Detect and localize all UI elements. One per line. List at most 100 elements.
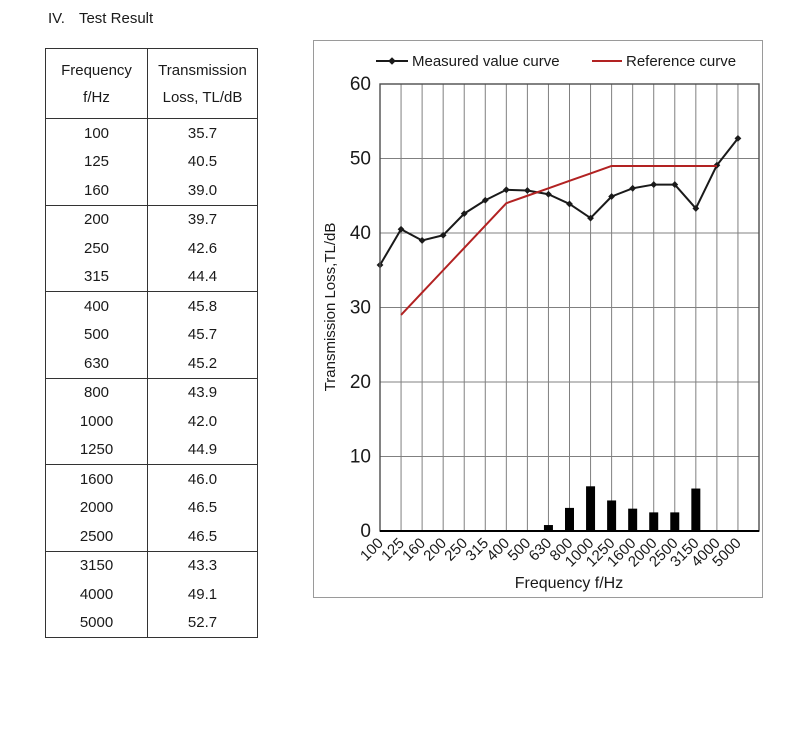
measured-point-marker — [502, 186, 510, 194]
transmission-loss-cell: 35.7 — [187, 124, 218, 142]
table-row: 250 42.6 — [45, 234, 258, 263]
frequency-cell: 160 — [45, 176, 148, 206]
transmission-loss-cell: 40.5 — [187, 153, 218, 171]
table-row: 125 40.5 — [45, 147, 258, 176]
transmission-loss-cell: 42.6 — [187, 239, 218, 257]
transmission-loss-cell: 46.0 — [187, 470, 218, 488]
measured-legend-label: Measured value curve — [412, 53, 560, 70]
table-row: 1250 44.9 — [45, 435, 258, 465]
measured-point-marker — [566, 200, 573, 208]
reference-legend-label: Reference curve — [626, 53, 736, 70]
frequency-cell: 1000 — [45, 407, 148, 436]
deviation-bar — [565, 507, 574, 531]
frequency-cell: 4000 — [45, 580, 148, 609]
transmission-loss-cell: 45.7 — [187, 326, 218, 344]
frequency-cell: 630 — [45, 349, 148, 379]
transmission-loss-cell: 39.7 — [187, 211, 218, 229]
frequency-cell: 5000 — [45, 608, 148, 638]
y-tick-label: 40 — [350, 223, 371, 244]
frequency-cell: 2500 — [45, 522, 148, 552]
frequency-cell: 200 — [45, 205, 148, 234]
table-row: 2000 46.5 — [45, 493, 258, 522]
y-tick-label: 60 — [350, 74, 371, 95]
table-row: 800 43.9 — [45, 378, 258, 407]
measured-point-marker — [460, 210, 468, 218]
frequency-cell: 2000 — [45, 493, 148, 522]
frequency-cell: 1600 — [45, 464, 148, 494]
chart-panel: Measured value curve Reference curve 0 10… — [313, 40, 763, 598]
frequency-cell: 315 — [45, 262, 148, 292]
reference-curve — [400, 164, 717, 316]
table-row: 5000 52.7 — [45, 608, 258, 638]
section-title-text: Test Result — [78, 10, 154, 27]
results-table: Frequency f/Hz Transmission Loss, TL/dB … — [45, 48, 258, 638]
table-row: 4000 49.1 — [45, 580, 258, 609]
deviation-bar — [607, 500, 617, 531]
results-table-container: Frequency f/Hz Transmission Loss, TL/dB … — [45, 48, 258, 638]
transmission-loss-cell: 43.9 — [187, 384, 218, 402]
table-row: 1600 46.0 — [45, 464, 258, 494]
deviation-bar — [691, 488, 701, 531]
table-header-row: Frequency f/Hz Transmission Loss, TL/dB — [45, 48, 258, 119]
frequency-cell: 400 — [45, 291, 148, 321]
deviation-bar — [586, 486, 596, 531]
frequency-cell: 3150 — [45, 551, 148, 580]
table-row: 315 44.4 — [45, 262, 258, 292]
transmission-loss-cell: 45.8 — [187, 297, 218, 315]
measured-curve — [379, 137, 739, 266]
y-tick-label: 10 — [350, 447, 371, 468]
measured-point-marker — [545, 190, 552, 198]
section-title: IV. Test Result — [48, 10, 153, 27]
measured-point-marker — [650, 181, 658, 188]
transmission-loss-cell: 44.4 — [147, 262, 258, 292]
frequency-cell: 250 — [45, 234, 148, 263]
transmission-loss-cell: 52.7 — [187, 614, 218, 632]
measured-point-marker — [481, 196, 489, 204]
measured-point-marker — [692, 205, 700, 212]
table-row: 2500 46.5 — [45, 522, 258, 552]
y-tick-label: 0 — [360, 521, 371, 542]
measured-point-marker — [629, 184, 637, 192]
table-row: 100 35.7 — [45, 118, 258, 148]
transmission-loss-cell: 46.5 — [147, 522, 258, 552]
frequency-cell: 100 — [45, 118, 148, 148]
table-row: 630 45.2 — [45, 349, 258, 379]
deviation-bar — [649, 512, 659, 531]
y-tick-label: 20 — [350, 372, 371, 393]
frequency-column-header: Frequency f/Hz — [45, 48, 148, 119]
measured-legend-marker-icon — [388, 57, 396, 65]
table-row: 1000 42.0 — [45, 407, 258, 436]
frequency-cell: 500 — [45, 320, 148, 349]
measured-point-marker — [397, 225, 405, 233]
measured-point-marker — [608, 193, 616, 200]
y-axis-title: Transmission Loss,TL/dB — [322, 223, 339, 392]
transmission-loss-cell: 42.0 — [187, 412, 218, 430]
measured-point-marker — [523, 187, 531, 194]
measured-point-marker — [734, 134, 742, 142]
chart-legend: Measured value curve Reference curve — [376, 53, 736, 70]
x-axis-title: Frequency f/Hz — [515, 575, 623, 592]
frequency-cell: 125 — [45, 147, 148, 176]
table-row: 500 45.7 — [45, 320, 258, 349]
transmission-loss-cell: 49.1 — [187, 585, 218, 603]
table-row: 200 39.7 — [45, 205, 258, 234]
table-row: 3150 43.3 — [45, 551, 258, 580]
transmission-loss-cell: 45.2 — [147, 349, 258, 379]
deviation-bar — [628, 508, 638, 531]
transmission-loss-column-header: Transmission Loss, TL/dB — [147, 48, 258, 119]
deviation-bar — [670, 512, 680, 531]
transmission-loss-chart: Measured value curve Reference curve 0 10… — [322, 53, 760, 592]
table-row: 400 45.8 — [45, 291, 258, 321]
transmission-loss-cell: 39.0 — [147, 176, 258, 206]
measured-point-marker — [439, 231, 447, 239]
transmission-loss-cell: 46.5 — [187, 499, 218, 517]
plot-area: 0102030405060100125160200250315400500630… — [350, 74, 760, 570]
y-tick-label: 50 — [350, 149, 371, 170]
deviation-bar — [543, 525, 553, 531]
frequency-cell: 800 — [45, 378, 148, 407]
section-number: IV. — [48, 10, 65, 27]
frequency-cell: 1250 — [45, 435, 148, 465]
measured-point-marker — [587, 214, 594, 222]
transmission-loss-cell: 43.3 — [187, 557, 218, 575]
